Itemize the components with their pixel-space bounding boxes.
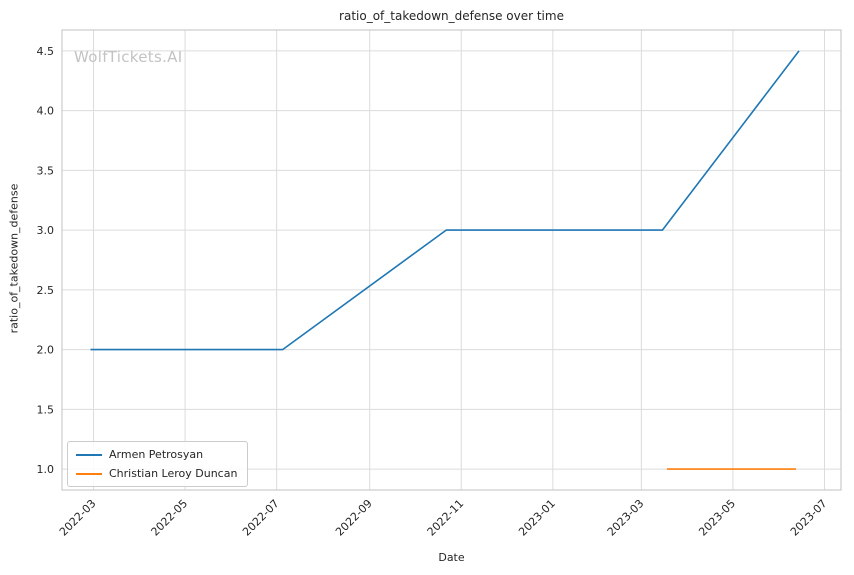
chart-title: ratio_of_takedown_defense over time [339, 9, 564, 23]
x-tick-label: 2023-01 [516, 497, 558, 539]
legend-swatch [76, 472, 102, 475]
y-tick-label: 3.0 [37, 224, 55, 237]
legend-item: Christian Leroy Duncan [76, 467, 237, 480]
y-axis-label: ratio_of_takedown_defense [7, 183, 21, 334]
x-tick-label: 2022-07 [240, 497, 282, 539]
x-tick-label: 2022-03 [57, 497, 99, 539]
x-tick-label: 2022-09 [333, 497, 375, 539]
x-tick-label: 2022-05 [149, 497, 191, 539]
x-tick-label: 2023-05 [696, 497, 738, 539]
x-tick-label: 2022-11 [425, 497, 467, 539]
legend-item: Armen Petrosyan [76, 448, 237, 461]
y-tick-label: 4.5 [37, 45, 55, 58]
y-tick-label: 1.0 [37, 463, 55, 476]
line-armen-petrosyan [90, 50, 800, 351]
x-tick-label: 2023-03 [605, 497, 647, 539]
legend: Armen Petrosyan Christian Leroy Duncan [67, 441, 249, 487]
y-tick-label: 3.5 [37, 164, 55, 177]
y-tick-label: 1.5 [37, 403, 55, 416]
legend-swatch [76, 453, 102, 456]
y-tick-label: 2.5 [37, 284, 55, 297]
x-axis-label: Date [438, 551, 465, 564]
plot-border [61, 29, 842, 491]
legend-label: Christian Leroy Duncan [109, 467, 238, 480]
y-tick-label: 4.0 [37, 105, 55, 118]
watermark: WolfTickets.AI [74, 48, 183, 66]
y-tick-label: 2.0 [37, 344, 55, 357]
x-tick-label: 2023-07 [788, 497, 830, 539]
legend-label: Armen Petrosyan [109, 448, 204, 461]
